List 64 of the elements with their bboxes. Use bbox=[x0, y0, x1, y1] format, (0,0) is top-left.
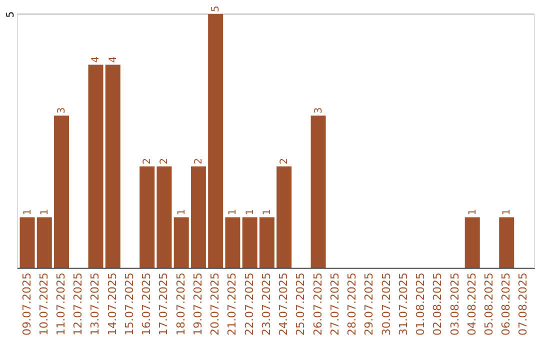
data-label: 1 bbox=[39, 208, 50, 216]
bar bbox=[499, 217, 514, 268]
bar bbox=[242, 217, 258, 268]
x-tick-label: 06.08.2025 bbox=[500, 272, 513, 336]
bar bbox=[190, 166, 206, 268]
x-tick-label: 16.07.2025 bbox=[140, 272, 154, 336]
x-tick-label: 12.07.2025 bbox=[72, 272, 85, 336]
bar bbox=[276, 166, 292, 268]
data-label: 3 bbox=[56, 107, 68, 114]
x-tick-label: 15.07.2025 bbox=[122, 272, 136, 336]
data-label: 1 bbox=[22, 208, 34, 216]
bar bbox=[225, 217, 240, 268]
x-tick-label: 13.07.2025 bbox=[88, 272, 102, 336]
data-label: 1 bbox=[467, 208, 478, 216]
bar bbox=[20, 217, 35, 268]
data-label: 5 bbox=[210, 6, 222, 12]
data-label: 1 bbox=[228, 208, 239, 216]
x-tick-label: 02.08.2025 bbox=[431, 272, 444, 336]
bar bbox=[259, 217, 274, 268]
bar bbox=[140, 166, 155, 268]
x-tick-label: 03.08.2025 bbox=[448, 272, 462, 336]
x-tick-label: 31.07.2025 bbox=[396, 272, 410, 336]
bar bbox=[54, 116, 70, 268]
bar bbox=[36, 217, 52, 268]
x-tick-label: 01.08.2025 bbox=[414, 272, 428, 336]
x-tick-label: 07.08.2025 bbox=[516, 272, 530, 336]
x-tick-label: 09.07.2025 bbox=[20, 272, 34, 336]
x-tick-label: 27.07.2025 bbox=[328, 272, 342, 336]
data-label: 1 bbox=[244, 208, 256, 216]
x-tick-label: 19.07.2025 bbox=[191, 272, 204, 336]
x-tick-label: 04.08.2025 bbox=[465, 272, 478, 336]
data-label: 2 bbox=[159, 158, 170, 164]
x-tick-label: 10.07.2025 bbox=[37, 272, 50, 336]
x-tick-label: 30.07.2025 bbox=[380, 272, 393, 336]
x-tick-label: 21.07.2025 bbox=[226, 272, 239, 336]
x-tick-label: 28.07.2025 bbox=[346, 272, 359, 336]
bar bbox=[88, 64, 104, 268]
x-tick-label: 14.07.2025 bbox=[106, 272, 119, 336]
data-label: 2 bbox=[279, 158, 290, 164]
data-label: 2 bbox=[142, 158, 154, 164]
bar bbox=[174, 217, 189, 268]
data-label: 1 bbox=[262, 208, 273, 216]
x-tick-label: 11.07.2025 bbox=[54, 272, 68, 336]
bar bbox=[464, 217, 480, 268]
x-tick-label: 23.07.2025 bbox=[260, 272, 273, 336]
x-tick-label: 05.08.2025 bbox=[482, 272, 496, 336]
data-label: 3 bbox=[313, 107, 324, 114]
bar bbox=[310, 116, 326, 268]
x-tick-label: 17.07.2025 bbox=[157, 272, 170, 336]
data-label: 1 bbox=[502, 208, 513, 216]
x-tick-label: 18.07.2025 bbox=[174, 272, 188, 336]
x-tick-label: 25.07.2025 bbox=[294, 272, 308, 336]
x-tick-label: 22.07.2025 bbox=[242, 272, 256, 336]
data-label: 4 bbox=[90, 56, 102, 63]
x-tick-label: 20.07.2025 bbox=[208, 272, 222, 336]
bar bbox=[105, 64, 120, 268]
bar bbox=[156, 166, 172, 268]
data-label: 4 bbox=[108, 56, 119, 63]
x-tick-label: 29.07.2025 bbox=[362, 272, 376, 336]
data-label: 2 bbox=[193, 158, 204, 164]
x-tick-label: 24.07.2025 bbox=[277, 272, 290, 336]
bar bbox=[208, 14, 224, 268]
data-label: 1 bbox=[176, 208, 188, 216]
x-tick-label: 26.07.2025 bbox=[311, 272, 324, 336]
